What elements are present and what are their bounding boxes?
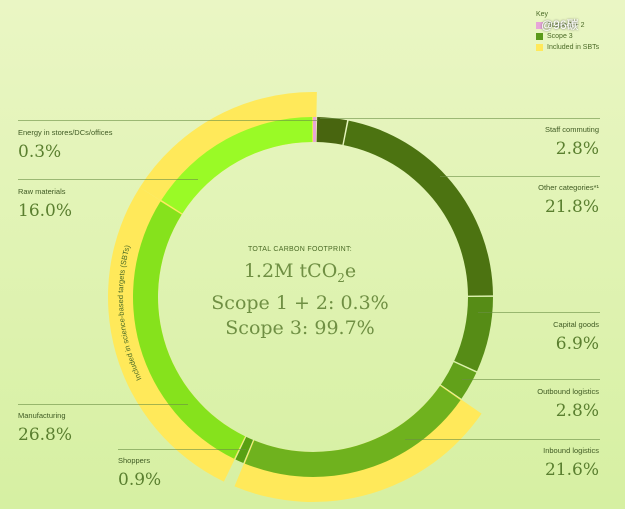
category-value: 2.8% [555,139,599,159]
category-name: Raw materials [18,187,66,196]
legend-swatch [536,44,543,51]
category-value: 21.6% [544,460,599,480]
category-value: 16.0% [18,201,73,221]
legend-item-sbts: Included in SBTs [536,42,599,53]
label-manufacturing: Manufacturing 26.8% [18,411,72,445]
legend-label: Scope 3 [547,33,573,40]
leader-line [462,379,600,380]
total-sub: 2 [337,270,345,285]
leader-line [440,176,600,177]
total-footprint: 1.2M tCO2e [200,259,400,291]
center-title: TOTAL CARBON FOOTPRINT: [247,246,352,253]
segments-layer [133,117,493,477]
legend-label: Scope 1 + 2 [547,22,585,29]
category-name: Outbound logistics [537,387,599,396]
category-name: Staff commuting [544,125,599,134]
category-name: Other categories*¹ [538,183,599,192]
legend-label: Included in SBTs [547,44,600,51]
category-value: 26.8% [18,425,73,445]
leader-line [18,120,318,121]
category-name: Manufacturing [18,411,66,420]
legend-title: Key [536,11,549,18]
label-shoppers: Shoppers 0.9% [118,456,161,490]
legend: Key Scope 1 + 2 Scope 3 Included in SBTs [536,9,599,53]
category-value: 6.9% [555,334,599,354]
leader-line [320,118,600,119]
segment-other-categories [343,120,493,296]
label-outbound-logistics: Outbound logistics 2.8% [537,387,599,421]
category-name: Shoppers [118,456,151,465]
center-summary: TOTAL CARBON FOOTPRINT: 1.2M tCO2e Scope… [200,246,400,341]
segment-raw-materials [161,117,313,214]
category-value: 2.8% [555,401,599,421]
legend-item-scope3: Scope 3 [536,31,599,42]
legend-item-scope12: Scope 1 + 2 [536,20,599,31]
total-end: e [344,260,357,282]
segment-outbound-logistics [440,362,477,399]
segment-energy [313,117,317,143]
label-staff-commuting: Staff commuting 2.8% [545,125,599,159]
segment-staff-commuting [316,117,348,145]
label-inbound-logistics: Inbound logistics 21.6% [543,446,599,480]
total-main: 1.2M tCO [243,260,338,282]
leader-line [18,179,198,180]
leader-line [478,312,600,313]
label-other-categories: Other categories*¹ 21.8% [538,183,599,217]
leader-line [118,449,246,450]
scope3-share: Scope 3: 99.7% [225,316,375,339]
label-capital-goods: Capital goods 6.9% [553,320,599,354]
leader-line [405,439,600,440]
category-name: Energy in stores/DCs/offices [18,128,113,137]
label-energy: Energy in stores/DCs/offices 0.3% [18,128,112,162]
category-name: Inbound logistics [543,446,599,455]
watermark: @96碳 [541,18,579,32]
leader-line [18,404,188,405]
category-value: 21.8% [544,197,599,217]
category-value: 0.3% [18,142,62,162]
segment-capital-goods [454,296,493,372]
category-name: Capital goods [553,320,599,329]
segment-manufacturing [133,201,246,459]
category-value: 0.9% [118,470,162,490]
scope12-share: Scope 1 + 2: 0.3% [211,291,389,314]
segment-inbound-logistics [244,385,461,477]
legend-swatch [536,33,543,40]
legend-swatch [536,22,543,29]
label-raw-materials: Raw materials 16.0% [18,187,72,221]
